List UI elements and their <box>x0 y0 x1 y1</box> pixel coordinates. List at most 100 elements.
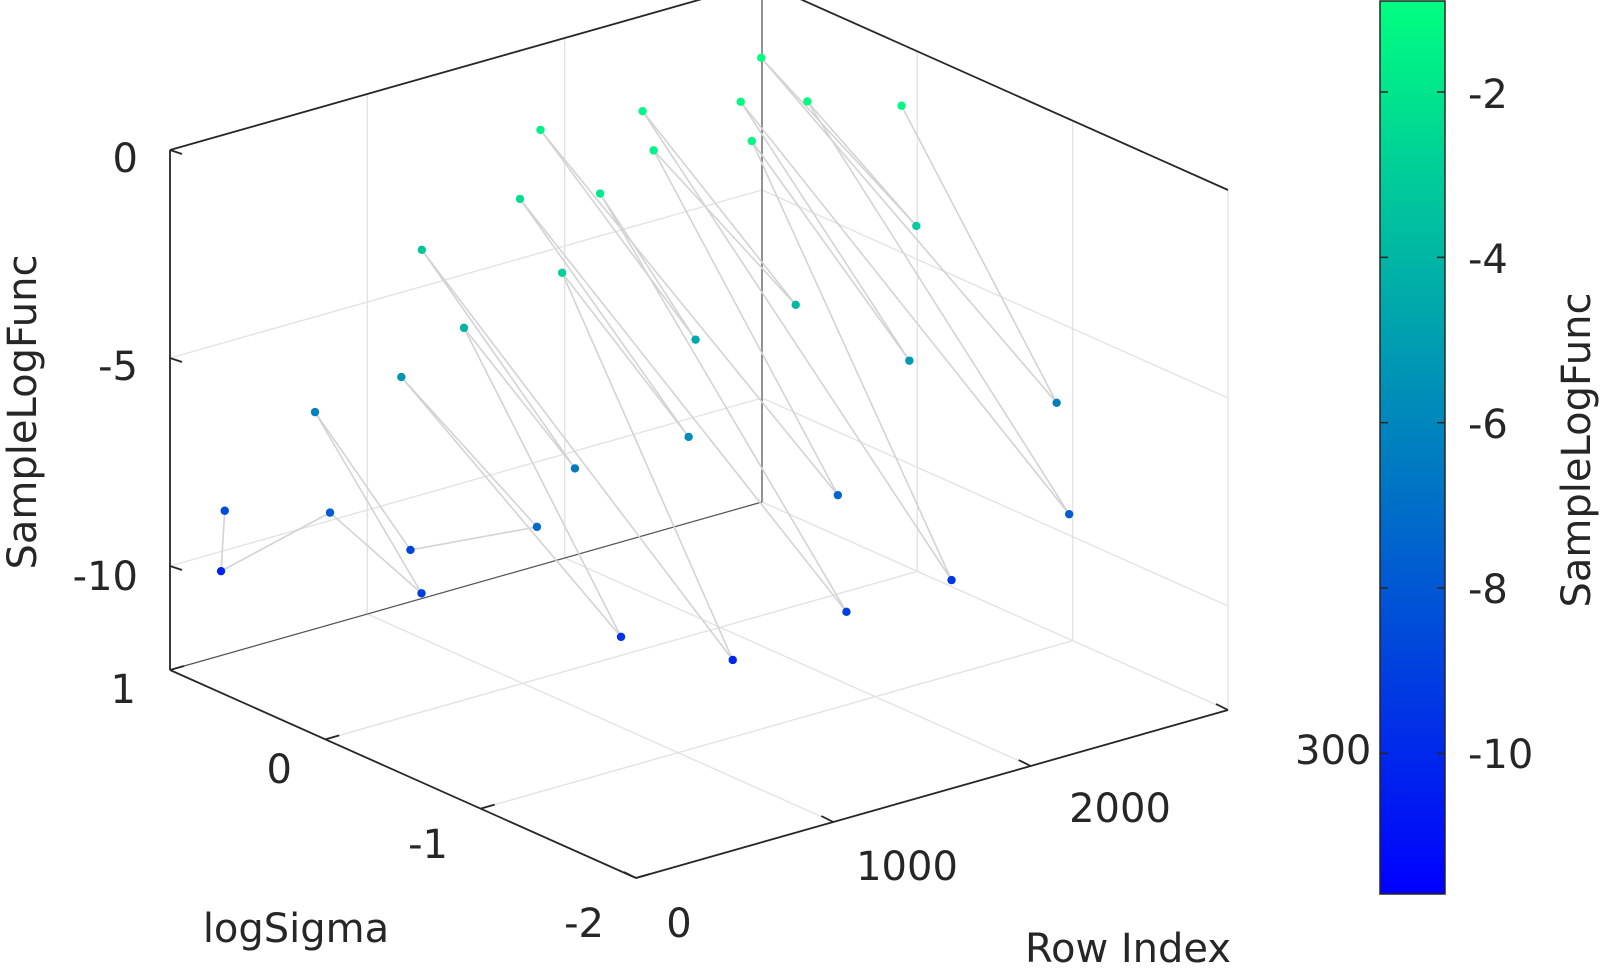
y-axis-label: logSigma <box>203 906 389 952</box>
sample-line <box>519 198 848 613</box>
sample-line <box>561 272 734 661</box>
sample-point <box>1064 509 1074 519</box>
sample-line <box>740 101 911 362</box>
box-edge <box>169 501 763 671</box>
sample-point <box>691 335 700 344</box>
colorbar-tick-label: -6 <box>1468 402 1508 448</box>
sample-line <box>220 510 226 572</box>
y-tick <box>635 873 651 879</box>
sample-point <box>649 146 658 155</box>
sample-point <box>791 300 800 309</box>
sample-line <box>653 149 797 306</box>
sample-line <box>641 110 953 581</box>
grid-line <box>800 0 1229 191</box>
sample-point <box>947 575 956 585</box>
y-tick <box>480 803 495 810</box>
grid-line <box>761 189 1229 399</box>
sample-line <box>751 140 911 362</box>
sample-point <box>417 589 426 598</box>
sample-point <box>459 323 469 333</box>
sample-line <box>900 105 1058 404</box>
sample-lines <box>220 57 1070 661</box>
z-tick <box>169 149 183 155</box>
axes-box <box>169 0 1229 879</box>
z-tick-label: 0 <box>113 136 138 182</box>
sample-line <box>421 249 576 469</box>
x-tick <box>820 815 834 823</box>
box-edge <box>800 0 1229 191</box>
sample-point <box>515 194 525 204</box>
colorbar-label: SampleLogFunc <box>1554 293 1600 608</box>
y-tick <box>325 734 340 741</box>
grid-line <box>480 639 1073 810</box>
sample-line <box>220 511 331 572</box>
colorbar-ticks <box>1380 91 1445 755</box>
x-tick-label: 0 <box>666 901 691 947</box>
grid-line <box>761 397 1229 607</box>
sample-point <box>325 508 335 517</box>
sample-line <box>314 411 423 594</box>
grid-line <box>564 557 1031 767</box>
sample-line <box>400 376 538 528</box>
sample-line <box>760 57 1058 404</box>
x-axis-line <box>635 709 1229 879</box>
box-edge <box>169 0 702 151</box>
sample-point <box>570 464 580 473</box>
x-tick-label: 300 <box>1295 728 1371 774</box>
sample-point <box>532 522 542 532</box>
sample-line <box>740 101 1070 515</box>
sample-line <box>539 129 697 341</box>
colorbar-tick-label: -2 <box>1468 72 1508 118</box>
sample-line <box>410 526 538 551</box>
sample-point <box>912 221 921 231</box>
z-tick-label: -10 <box>73 554 138 600</box>
sample-line <box>806 101 1070 515</box>
grid-line <box>169 189 763 359</box>
sample-line <box>314 411 412 551</box>
sample-point <box>417 245 427 255</box>
z-tick <box>169 565 183 571</box>
sample-point <box>842 607 851 617</box>
colorbar <box>1379 0 1446 895</box>
sample-point <box>757 53 766 63</box>
sample-line <box>421 249 734 661</box>
y-tick-label: -1 <box>408 822 448 868</box>
sample-point <box>397 372 406 382</box>
z-axis-label: SampleLogFunc <box>0 255 46 570</box>
sample-point <box>684 432 693 442</box>
sample-point <box>536 125 545 135</box>
sample-point <box>595 189 605 198</box>
sample-line <box>539 129 839 496</box>
x-tick-label: 2000 <box>1069 786 1171 832</box>
sample-point <box>736 97 745 107</box>
grid-line <box>761 501 1229 711</box>
y-tick <box>169 665 185 671</box>
z-tick <box>169 357 183 363</box>
sample-point <box>833 490 843 500</box>
sample-line <box>463 327 576 469</box>
sample-point <box>897 101 906 110</box>
sample-points <box>216 53 1074 665</box>
sample-line <box>463 327 622 638</box>
sample-line <box>599 193 848 613</box>
sample-line <box>751 140 953 581</box>
x-tick-label: 1000 <box>856 844 958 890</box>
grid-line <box>169 0 702 151</box>
sample-point <box>728 655 737 665</box>
sample-point <box>557 268 567 277</box>
colorbar-tick-label: -4 <box>1468 237 1508 283</box>
grid-line <box>169 397 763 567</box>
sample-line <box>760 57 917 227</box>
y-tick-label: 1 <box>111 667 136 713</box>
sample-point <box>638 106 647 116</box>
axes-grid <box>169 0 1229 879</box>
sample-line <box>641 110 797 306</box>
sample-point <box>616 632 626 642</box>
x-tick <box>1018 759 1032 767</box>
sample-line <box>561 272 690 438</box>
sample-line <box>652 149 839 496</box>
sample-point <box>310 407 320 417</box>
colorbar-tick-label: -8 <box>1468 567 1508 613</box>
y-tick-label: 0 <box>267 747 292 793</box>
